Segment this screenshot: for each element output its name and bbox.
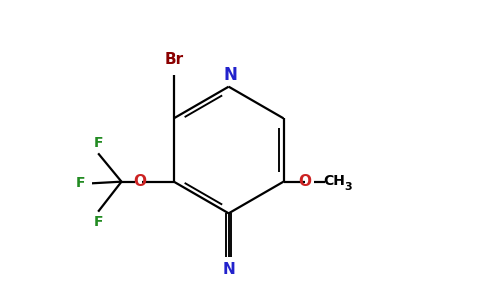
Text: O: O xyxy=(299,174,312,189)
Text: F: F xyxy=(76,176,86,190)
Text: O: O xyxy=(133,174,146,189)
Text: F: F xyxy=(93,215,103,229)
Text: N: N xyxy=(222,262,235,277)
Text: 3: 3 xyxy=(344,182,352,192)
Text: F: F xyxy=(93,136,103,150)
Text: Br: Br xyxy=(164,52,183,68)
Text: N: N xyxy=(224,66,237,84)
Text: CH: CH xyxy=(323,174,345,188)
